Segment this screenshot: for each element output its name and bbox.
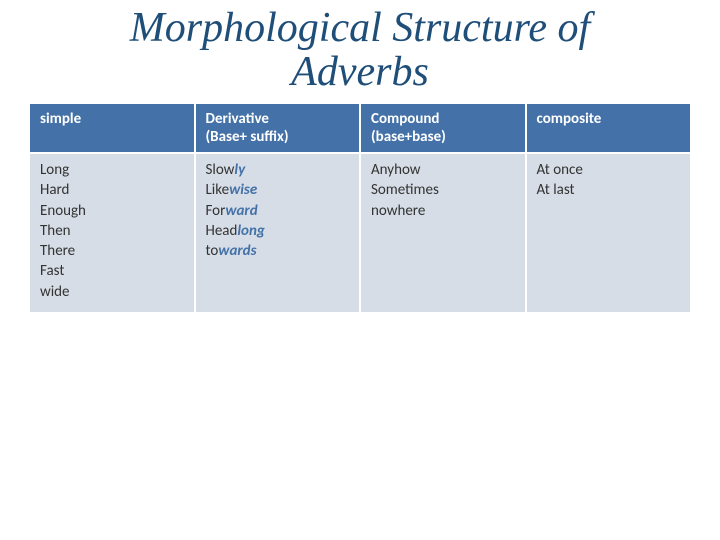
derivative-word: Forward — [206, 202, 258, 220]
simple-word: Long — [40, 161, 69, 179]
title-line-1: Morphological Structure of — [130, 5, 590, 51]
simple-word: Enough — [40, 202, 86, 220]
cell-composite: At once At last — [526, 153, 692, 313]
simple-word: Fast — [40, 262, 64, 280]
derivative-word: Slowly — [206, 161, 246, 179]
col-sublabel: (Base+ suffix) — [206, 128, 289, 146]
col-label: Derivative — [206, 110, 269, 128]
simple-word: Then — [40, 222, 71, 240]
simple-word: There — [40, 242, 75, 260]
compound-word: Sometimes — [371, 181, 439, 199]
col-label: Compound — [371, 110, 439, 128]
suffix: long — [237, 222, 264, 240]
table-header-row: simple Derivative (Base+ suffix) Compoun… — [29, 103, 691, 153]
col-sublabel: (base+base) — [371, 128, 446, 146]
cell-simple: Long Hard Enough Then There Fast wide — [29, 153, 195, 313]
col-simple: simple — [29, 103, 195, 153]
col-label: simple — [40, 110, 81, 128]
cell-derivative: Slowly Likewise Forward Headlong towards — [195, 153, 361, 313]
cell-compound: Anyhow Sometimes nowhere — [360, 153, 526, 313]
suffix: ly — [234, 161, 245, 179]
col-label: composite — [537, 110, 602, 128]
derivative-word: Headlong — [206, 222, 265, 240]
simple-word: Hard — [40, 181, 69, 199]
suffix: wards — [218, 242, 256, 260]
composite-word: At last — [537, 181, 575, 199]
composite-word: At once — [537, 161, 583, 179]
suffix: wise — [229, 181, 257, 199]
compound-word: nowhere — [371, 202, 425, 220]
suffix: ward — [225, 202, 257, 220]
derivative-word: Likewise — [206, 181, 258, 199]
page-title: Morphological Structure of Adverbs — [0, 0, 720, 102]
table-row: Long Hard Enough Then There Fast wide Slowly Li… — [29, 153, 691, 313]
table-container: simple Derivative (Base+ suffix) Compoun… — [0, 102, 720, 314]
col-compound: Compound (base+base) — [360, 103, 526, 153]
derivative-word: towards — [206, 242, 257, 260]
col-composite: composite — [526, 103, 692, 153]
col-derivative: Derivative (Base+ suffix) — [195, 103, 361, 153]
compound-word: Anyhow — [371, 161, 421, 179]
simple-word: wide — [40, 283, 70, 301]
title-line-2: Adverbs — [291, 49, 429, 95]
adverbs-table: simple Derivative (Base+ suffix) Compoun… — [28, 102, 692, 314]
